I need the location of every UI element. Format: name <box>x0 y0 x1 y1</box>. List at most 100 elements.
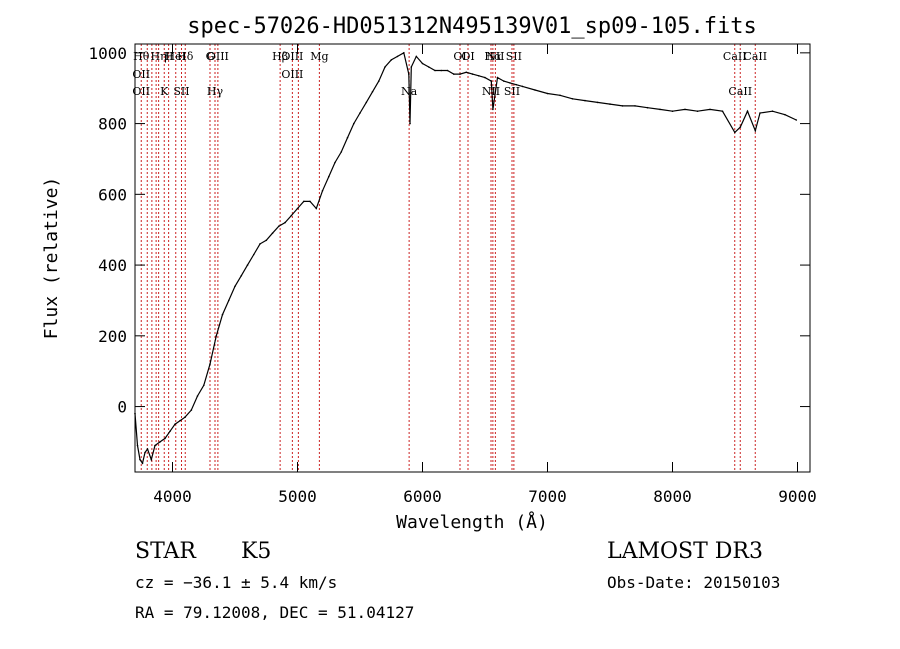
y-tick-label: 1000 <box>88 44 127 63</box>
marker-label: OII <box>132 68 150 81</box>
spectral-subclass: K5 <box>241 539 272 564</box>
x-axis-ticks: 4000 5000 6000 7000 8000 9000 <box>153 44 817 506</box>
spectrum-point <box>334 161 336 164</box>
spectrum-point <box>259 243 261 245</box>
spectrum-point <box>284 221 286 224</box>
spectrum-point <box>534 89 536 91</box>
spectrum-point <box>734 131 736 134</box>
spectrum-point <box>303 200 305 203</box>
x-tick-label: 9000 <box>778 487 817 506</box>
spectrum-point <box>139 458 141 461</box>
spectrum-point <box>378 80 380 82</box>
spectrum-point <box>490 80 493 82</box>
spectrum-line <box>134 51 797 465</box>
plot-frame <box>134 43 811 473</box>
spectrum-point <box>408 73 410 75</box>
x-tick-label: 4000 <box>153 487 192 506</box>
spectrum-point <box>428 66 430 68</box>
spectrum-point <box>146 448 149 450</box>
chart-title: spec-57026-HD051312N495139V01_sp09-105.f… <box>187 14 757 39</box>
spectrum-point <box>169 430 171 433</box>
spectrum-point <box>228 299 230 302</box>
spectrum-point <box>559 94 561 97</box>
marker-label: CaII <box>728 85 752 98</box>
x-axis-label: Wavelength (Å) <box>396 511 548 533</box>
spectrum-point <box>396 55 399 58</box>
marker-label: OI <box>461 50 474 63</box>
spectrum-point <box>390 59 393 61</box>
spectrum-point <box>315 207 318 210</box>
spectrum-point <box>384 66 386 68</box>
spectrum-point <box>746 110 749 112</box>
spectrum-point <box>621 105 624 107</box>
marker-label: Hβ <box>272 50 288 63</box>
spectrum-point <box>509 82 511 84</box>
marker-label: OII <box>132 85 150 98</box>
marker-label: CaII <box>743 50 767 63</box>
spectrum-point <box>174 423 176 426</box>
spectrum-point <box>795 119 798 121</box>
marker-label: Hθ <box>133 50 150 63</box>
spectrum-point <box>136 444 139 447</box>
marker-label: SII <box>506 50 522 63</box>
object-type: STAR <box>135 539 196 564</box>
spectrum-point <box>739 126 742 128</box>
spectrum-series <box>134 51 798 465</box>
spectrum-point <box>190 409 193 411</box>
redshift-cz: cz = −36.1 ± 5.4 km/s <box>135 573 338 592</box>
spectrum-point <box>659 108 661 111</box>
spectrum-point <box>321 190 324 192</box>
spectrum-point <box>309 200 311 203</box>
spectrum-point <box>290 214 293 217</box>
x-tick-label: 5000 <box>278 487 317 506</box>
y-tick-label: 400 <box>98 256 127 275</box>
spectrum-point <box>234 285 236 288</box>
spectrum-point <box>265 239 268 242</box>
spectrum-point <box>609 103 611 105</box>
marker-label: OIII <box>207 50 229 63</box>
spectrum-point <box>221 313 224 316</box>
y-axis-label: Flux (relative) <box>41 177 62 340</box>
spectrum-point <box>144 451 146 454</box>
marker-label: OIII <box>281 50 303 63</box>
spectrum-point <box>421 62 424 65</box>
x-tick-label: 8000 <box>653 487 692 506</box>
spectrum-point <box>246 264 249 266</box>
spectrum-point <box>271 232 274 234</box>
spectrum-point <box>759 112 761 114</box>
spectrum-point <box>596 101 599 104</box>
spectrum-point <box>154 444 156 447</box>
line-markers <box>140 44 756 472</box>
spectrum-point <box>359 112 361 114</box>
spectrum-point <box>253 253 255 256</box>
spectrum-point <box>709 108 711 111</box>
marker-label: OI <box>453 50 466 63</box>
spectrum-point <box>410 66 413 68</box>
y-tick-label: 0 <box>117 398 127 417</box>
spectrum-point <box>159 441 161 443</box>
marker-label: G <box>206 50 215 63</box>
marker-label: H <box>164 50 174 63</box>
y-axis-ticks: 0 200 400 600 800 1000 <box>88 44 810 417</box>
marker-label: Mg <box>310 50 328 63</box>
spectrum-point <box>278 225 280 227</box>
spectrum-point <box>546 92 549 95</box>
spectrum-point <box>471 73 474 75</box>
marker-label: CaII <box>723 50 747 63</box>
spectrum-point <box>771 110 774 112</box>
marker-label: SII <box>504 85 520 98</box>
spectrum-point <box>478 75 480 77</box>
spectrum-point <box>141 462 144 465</box>
spectrum-point <box>453 73 455 75</box>
spectrum-point <box>150 458 153 461</box>
y-tick-label: 600 <box>98 185 127 204</box>
coordinates: RA = 79.12008, DEC = 51.04127 <box>135 603 415 622</box>
spectrum-point <box>403 52 405 54</box>
spectrum-point <box>584 99 586 102</box>
spectrum-point <box>415 55 418 58</box>
spectrum-point <box>371 91 374 93</box>
spectrum-point <box>721 110 724 112</box>
marker-label: OIII <box>281 68 303 81</box>
